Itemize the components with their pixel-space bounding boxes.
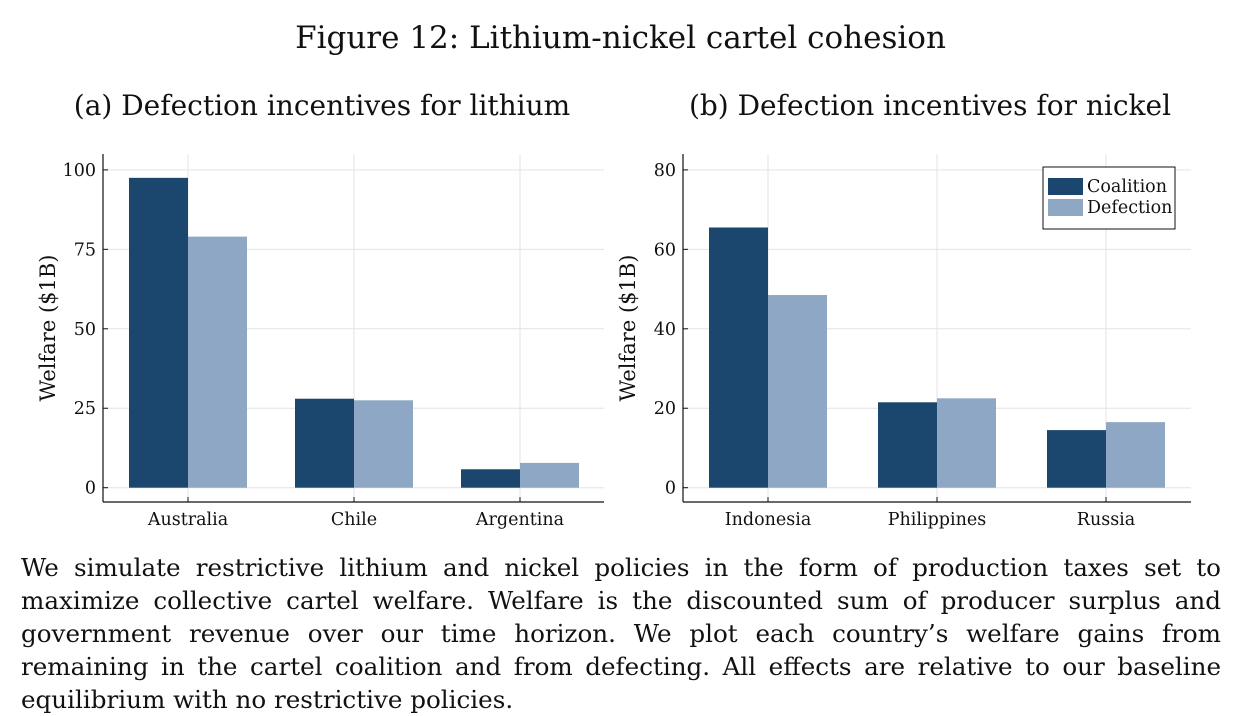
panel-a-title: (a) Defection incentives for lithium xyxy=(73,89,571,122)
legend-label-coalition: Coalition xyxy=(1087,177,1167,197)
legend-label-defection: Defection xyxy=(1087,198,1172,218)
nickel-bar-defection-philippines xyxy=(937,398,996,488)
lithium-bar-coalition-chile xyxy=(295,398,354,488)
lithium-y-axis-label: Welfare ($1B) xyxy=(36,255,60,402)
nickel-bar-coalition-russia xyxy=(1047,430,1106,488)
panel-b-title: (b) Defection incentives for nickel xyxy=(688,89,1172,122)
lithium-y-tick-label: 0 xyxy=(85,479,96,499)
lithium-y-tick-label: 75 xyxy=(74,240,96,260)
nickel-bar-coalition-philippines xyxy=(878,402,937,488)
figure-title: Figure 12: Lithium-nickel cartel cohesio… xyxy=(295,20,946,56)
nickel-bar-chart: 0 20 40 60 80 Indonesia Philippines Russia Welfa… xyxy=(616,154,1191,530)
lithium-bar-defection-argentina xyxy=(520,462,579,488)
lithium-bar-coalition-argentina xyxy=(461,469,520,488)
nickel-bar-coalition-indonesia xyxy=(709,227,768,488)
lithium-y-tick-label: 50 xyxy=(74,320,96,340)
nickel-y-tick-label: 80 xyxy=(654,161,676,181)
lithium-y-tick-label: 25 xyxy=(74,399,96,419)
nickel-category-label: Philippines xyxy=(888,510,986,530)
lithium-bar-coalition-australia xyxy=(129,177,188,488)
lithium-category-label: Australia xyxy=(147,510,228,530)
lithium-category-label: Argentina xyxy=(475,510,564,530)
lithium-category-label: Chile xyxy=(331,510,377,530)
nickel-bar-defection-indonesia xyxy=(768,295,827,488)
lithium-bar-defection-chile xyxy=(354,400,413,488)
nickel-y-tick-label: 60 xyxy=(654,240,676,260)
legend-swatch-defection xyxy=(1048,199,1083,216)
lithium-bar-defection-australia xyxy=(188,236,247,488)
nickel-y-axis-label: Welfare ($1B) xyxy=(616,255,640,402)
lithium-y-tick-label: 100 xyxy=(63,161,96,181)
nickel-y-tick-label: 20 xyxy=(654,399,676,419)
legend-box xyxy=(1042,166,1176,230)
nickel-category-label: Russia xyxy=(1077,510,1135,530)
lithium-bar-chart: 0 25 50 75 100 Australia Chile Argentina Welfare… xyxy=(36,154,604,530)
figure-caption: We simulate restrictive lithium and nick… xyxy=(21,553,1221,714)
nickel-y-tick-label: 0 xyxy=(665,479,676,499)
nickel-category-label: Indonesia xyxy=(725,510,812,530)
legend-swatch-coalition xyxy=(1048,178,1083,195)
nickel-y-tick-label: 40 xyxy=(654,320,676,340)
nickel-bar-defection-russia xyxy=(1106,422,1165,488)
